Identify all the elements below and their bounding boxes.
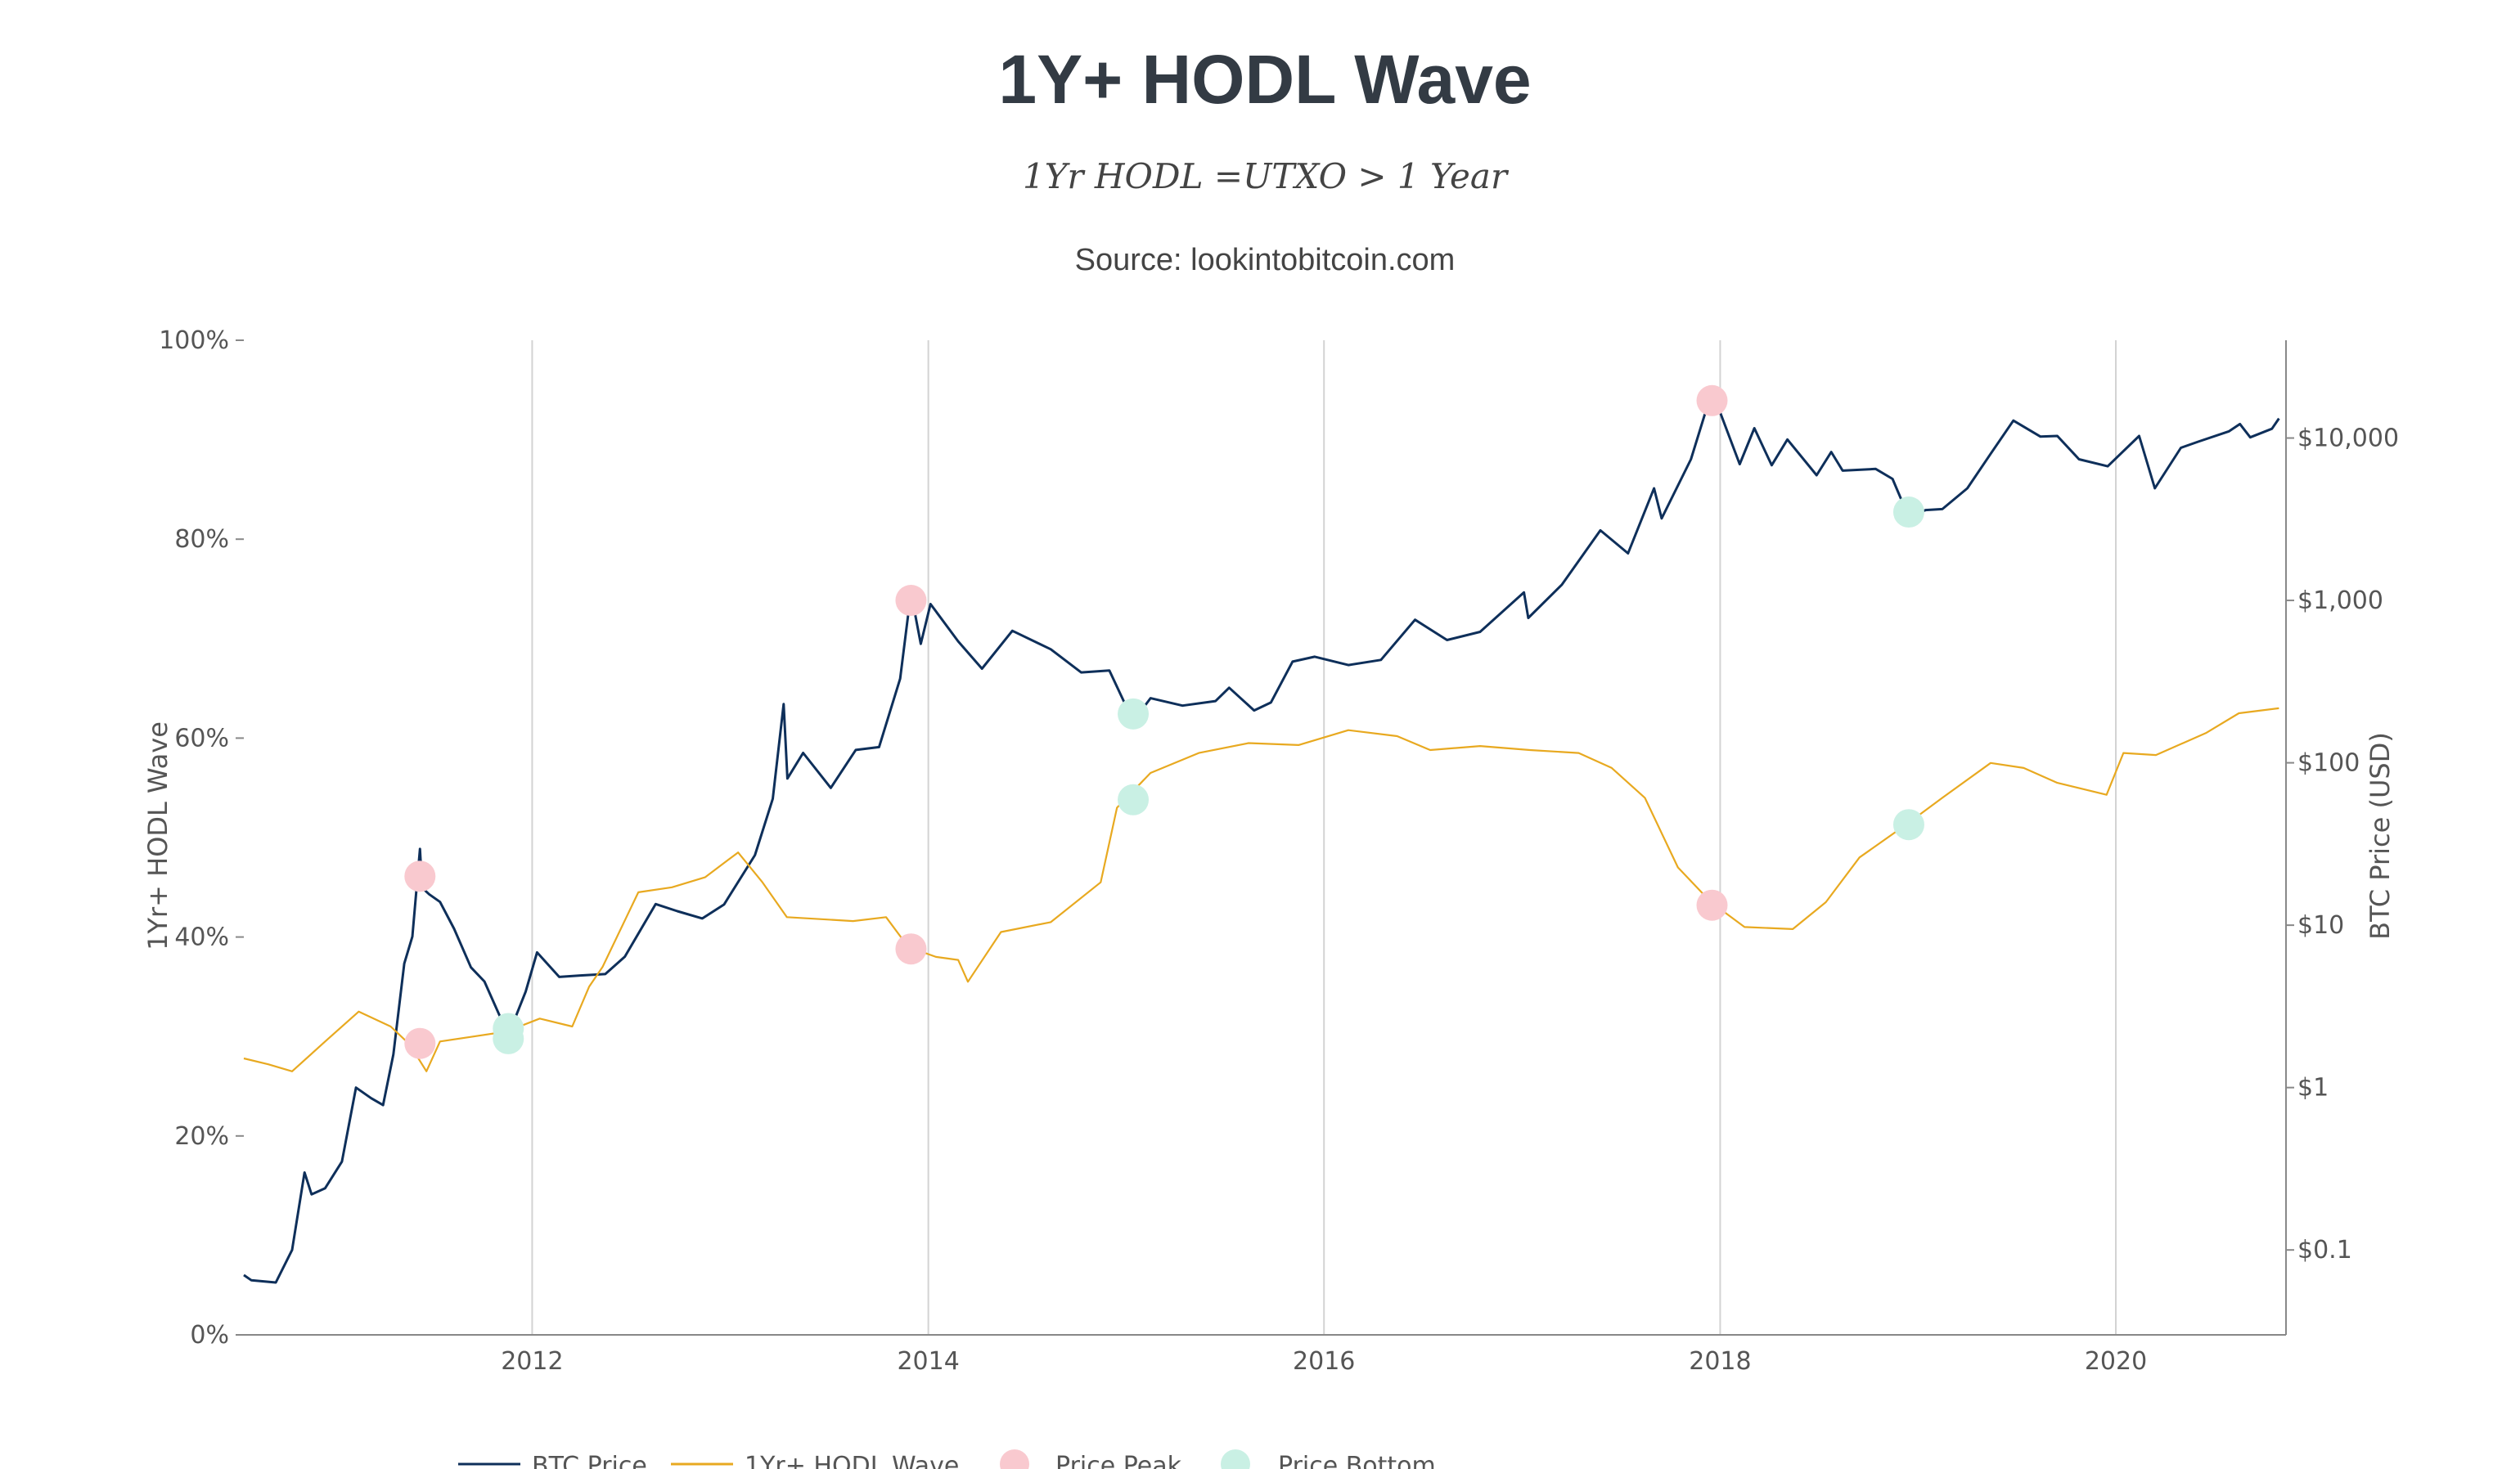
chart-source: Source: lookintobitcoin.com	[1075, 243, 1456, 277]
y-axis-title: 1Yr+ HODL Wave	[142, 721, 173, 950]
price-peak-marker	[404, 1027, 436, 1059]
x-tick-label: 2020	[2085, 1347, 2147, 1376]
x-tick-label: 2016	[1293, 1347, 1355, 1376]
x-tick-label: 2012	[501, 1347, 563, 1376]
y-tick-label: 0%	[190, 1321, 229, 1350]
price-peak-marker	[1696, 384, 1728, 416]
legend-price-bottom-label: Price Bottom	[1278, 1452, 1436, 1469]
grid-layer	[531, 340, 2117, 1335]
y-tick-label: 40%	[174, 923, 229, 952]
series-layer	[243, 389, 2280, 1284]
x-tick-label: 2014	[897, 1347, 959, 1376]
legend-price-peak-swatch	[1000, 1449, 1029, 1469]
legend-hodl-label: 1Yr+ HODL Wave	[745, 1452, 959, 1469]
price-bottom-marker	[493, 1013, 524, 1044]
y-tick-label: 80%	[174, 525, 229, 554]
y2-axis-title: BTC Price (USD)	[2365, 732, 2396, 940]
legend-price-peak-label: Price Peak	[1055, 1452, 1182, 1469]
axes-layer: 2012 2014 2016 2018 2020 0% 20% 40% 60% 80% 100% $0…	[159, 326, 2399, 1376]
y-tick-label: 60%	[174, 724, 229, 752]
y2-tick-label: $10,000	[2297, 425, 2399, 453]
legend: BTC Price 1Yr+ HODL Wave Price Peak Pric…	[458, 1449, 1436, 1469]
y2-tick-label: $1,000	[2297, 586, 2383, 615]
price-bottom-marker	[1118, 698, 1150, 730]
hodl-wave-line	[243, 707, 2279, 1072]
price-peak-marker	[895, 933, 927, 965]
y2-tick-label: $1	[2297, 1074, 2329, 1103]
price-peak-marker	[404, 860, 436, 892]
chart-subtitle: 1Yr HODL =UTXO > 1 Year	[1023, 156, 1510, 196]
price-bottom-marker	[1892, 496, 1924, 528]
y2-tick-label: $10	[2297, 911, 2344, 940]
marker-layer	[404, 384, 1924, 1059]
price-bottom-marker	[1118, 784, 1150, 815]
legend-btc-price-label: BTC Price	[532, 1452, 647, 1469]
y2-tick-label: $100	[2297, 749, 2360, 778]
chart-title: 1Y+ HODL Wave	[998, 41, 1531, 118]
y-tick-label: 20%	[174, 1122, 229, 1151]
price-bottom-marker	[1892, 809, 1924, 841]
btc-price-line	[243, 389, 2280, 1284]
legend-price-bottom-swatch	[1221, 1449, 1250, 1469]
y2-tick-label: $0.1	[2297, 1236, 2352, 1265]
x-tick-label: 2018	[1689, 1347, 1751, 1376]
price-peak-marker	[1696, 889, 1728, 921]
y-tick-label: 100%	[159, 326, 229, 355]
price-peak-marker	[895, 585, 927, 617]
